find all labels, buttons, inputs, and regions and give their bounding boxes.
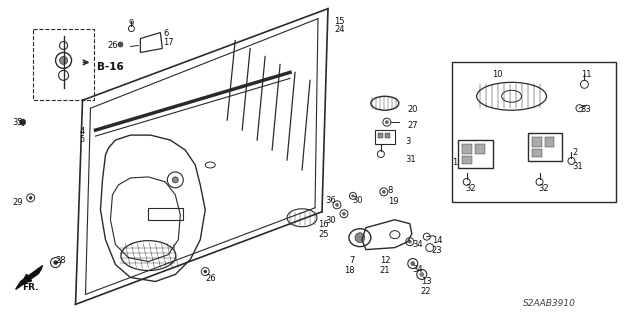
Bar [461, 144, 472, 154]
Ellipse shape [502, 90, 522, 102]
Text: 31: 31 [405, 155, 415, 164]
Text: 21: 21 [380, 265, 390, 275]
Bar [148, 208, 183, 220]
Text: 23: 23 [432, 246, 442, 255]
Circle shape [382, 190, 385, 193]
Circle shape [342, 212, 346, 215]
Text: 16: 16 [318, 220, 328, 229]
Circle shape [60, 56, 68, 64]
Text: 28: 28 [56, 256, 66, 264]
Text: 14: 14 [432, 236, 442, 245]
Text: 3: 3 [405, 137, 410, 146]
Text: 5: 5 [79, 135, 84, 144]
Circle shape [411, 262, 415, 265]
Polygon shape [15, 265, 43, 289]
Text: 26: 26 [108, 41, 118, 49]
Text: 11: 11 [581, 70, 592, 79]
Text: 7: 7 [349, 256, 355, 264]
Text: 34: 34 [412, 264, 422, 273]
Circle shape [20, 119, 26, 125]
Circle shape [420, 272, 424, 277]
Text: B-16: B-16 [97, 63, 124, 72]
Text: 18: 18 [344, 265, 355, 275]
Text: 26: 26 [205, 273, 216, 283]
Text: 25: 25 [318, 230, 328, 239]
Bar [33, 29, 95, 100]
Text: 8: 8 [388, 186, 393, 195]
Text: 33: 33 [580, 105, 591, 114]
Text: 20: 20 [408, 105, 419, 114]
Bar [545, 137, 554, 147]
Text: 31: 31 [572, 162, 583, 171]
Text: 30: 30 [325, 216, 336, 225]
Circle shape [204, 270, 207, 273]
Text: 6: 6 [163, 29, 169, 38]
Text: 15: 15 [334, 17, 344, 26]
Circle shape [118, 42, 123, 47]
Bar [532, 137, 541, 147]
Circle shape [29, 196, 32, 199]
Bar [385, 133, 390, 138]
Text: FR.: FR. [22, 284, 38, 293]
Bar [461, 156, 472, 164]
Text: 27: 27 [408, 121, 419, 130]
Circle shape [408, 240, 412, 243]
Bar [527, 133, 563, 161]
Text: 32: 32 [466, 184, 476, 193]
Text: 19: 19 [388, 197, 398, 206]
Text: 30: 30 [352, 196, 362, 205]
Circle shape [335, 203, 339, 206]
Bar [378, 133, 383, 138]
Text: 34: 34 [412, 240, 422, 249]
Bar [475, 144, 484, 154]
Text: 22: 22 [420, 287, 431, 296]
Bar [452, 63, 616, 202]
Text: 12: 12 [380, 256, 390, 264]
Text: 2: 2 [572, 148, 578, 157]
Text: 4: 4 [79, 127, 84, 136]
Text: 29: 29 [12, 198, 22, 207]
Text: 35: 35 [12, 118, 22, 127]
Text: 9: 9 [129, 19, 134, 28]
Text: S2AAB3910: S2AAB3910 [523, 300, 576, 308]
Text: 32: 32 [538, 184, 549, 193]
Bar [375, 130, 395, 144]
Circle shape [54, 261, 58, 264]
Circle shape [355, 233, 365, 243]
Bar [458, 140, 493, 168]
Circle shape [352, 195, 354, 197]
Circle shape [172, 177, 179, 183]
Text: 1: 1 [452, 158, 458, 167]
Circle shape [385, 121, 388, 124]
Text: 24: 24 [334, 25, 344, 33]
Text: 17: 17 [163, 38, 174, 47]
Text: 36: 36 [325, 196, 336, 205]
Bar [532, 149, 541, 157]
Text: 10: 10 [492, 70, 503, 79]
Text: 13: 13 [420, 278, 431, 286]
